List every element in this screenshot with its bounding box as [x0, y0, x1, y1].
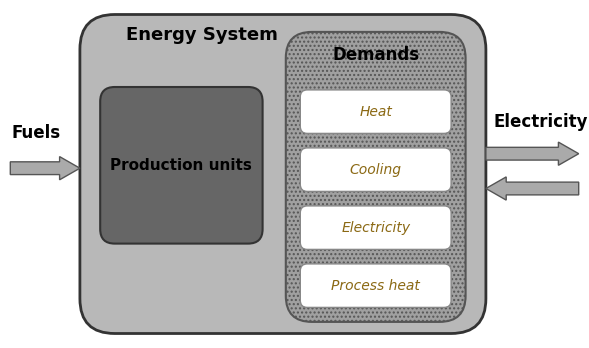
- Text: Fuels: Fuels: [12, 124, 61, 142]
- Text: Energy System: Energy System: [126, 26, 278, 44]
- FancyArrow shape: [486, 142, 579, 165]
- Text: Electricity: Electricity: [341, 221, 411, 235]
- Text: Electricity: Electricity: [494, 113, 588, 131]
- FancyBboxPatch shape: [286, 32, 465, 322]
- Text: Cooling: Cooling: [350, 163, 402, 177]
- FancyBboxPatch shape: [100, 87, 263, 244]
- FancyBboxPatch shape: [80, 15, 486, 333]
- FancyBboxPatch shape: [300, 90, 451, 133]
- Text: Process heat: Process heat: [331, 279, 420, 293]
- FancyBboxPatch shape: [300, 148, 451, 191]
- FancyArrow shape: [10, 157, 80, 180]
- FancyArrow shape: [486, 177, 579, 200]
- FancyBboxPatch shape: [300, 264, 451, 307]
- Text: Demands: Demands: [332, 46, 419, 64]
- Text: Heat: Heat: [359, 105, 392, 119]
- Text: Production units: Production units: [111, 158, 252, 173]
- FancyBboxPatch shape: [300, 206, 451, 250]
